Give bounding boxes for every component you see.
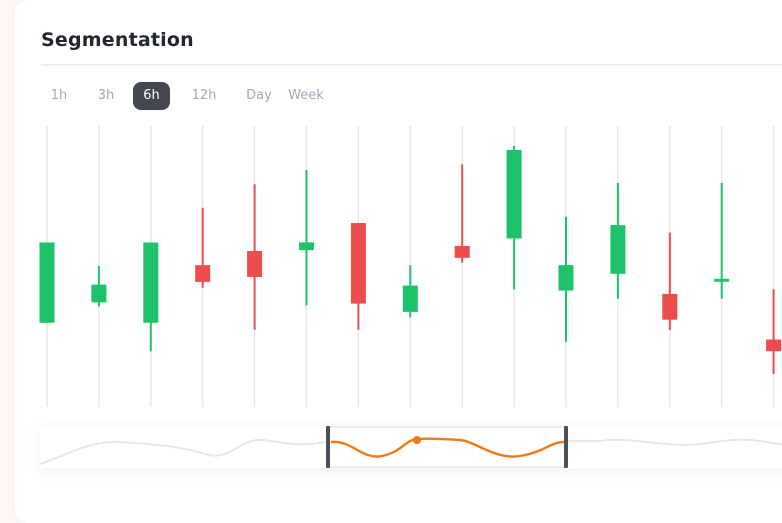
candle-body-up[interactable] [506,149,522,239]
navigator-right-handle[interactable] [564,426,568,468]
navigator-overview [40,426,782,468]
candle-body-up[interactable] [39,242,55,323]
tab-1h[interactable]: 1h [50,88,68,103]
card-title: Segmentation [41,29,194,51]
tab-3h[interactable]: 3h [97,88,115,103]
range-navigator[interactable] [40,426,782,468]
tab-week[interactable]: Week [288,88,324,103]
candle-body-up[interactable] [714,278,730,282]
tab-day[interactable]: Day [246,88,272,103]
tab-6h[interactable]: 6h [133,82,170,110]
candle-body-down[interactable] [350,223,366,304]
candle-body-down[interactable] [454,245,470,258]
candle-body-up[interactable] [299,242,314,251]
navigator-selection-window[interactable] [326,426,568,468]
title-divider [41,64,782,66]
candlestick-chart [39,126,782,407]
navigator-background-line [40,438,782,465]
candle-body-up[interactable] [91,284,107,303]
navigator-left-handle[interactable] [326,426,330,468]
tab-12h[interactable]: 12h [191,88,217,103]
candle-body-up[interactable] [143,242,159,323]
candle-body-down[interactable] [195,265,211,282]
candle-body-up[interactable] [558,265,574,291]
candle-body-down[interactable] [766,339,782,352]
candle-body-down[interactable] [662,293,678,320]
candle-body-up[interactable] [610,225,626,274]
navigator-current-marker [413,436,421,444]
candle-body-down[interactable] [247,251,263,277]
candle-body-up[interactable] [402,285,418,312]
navigator-series-line [330,437,565,458]
